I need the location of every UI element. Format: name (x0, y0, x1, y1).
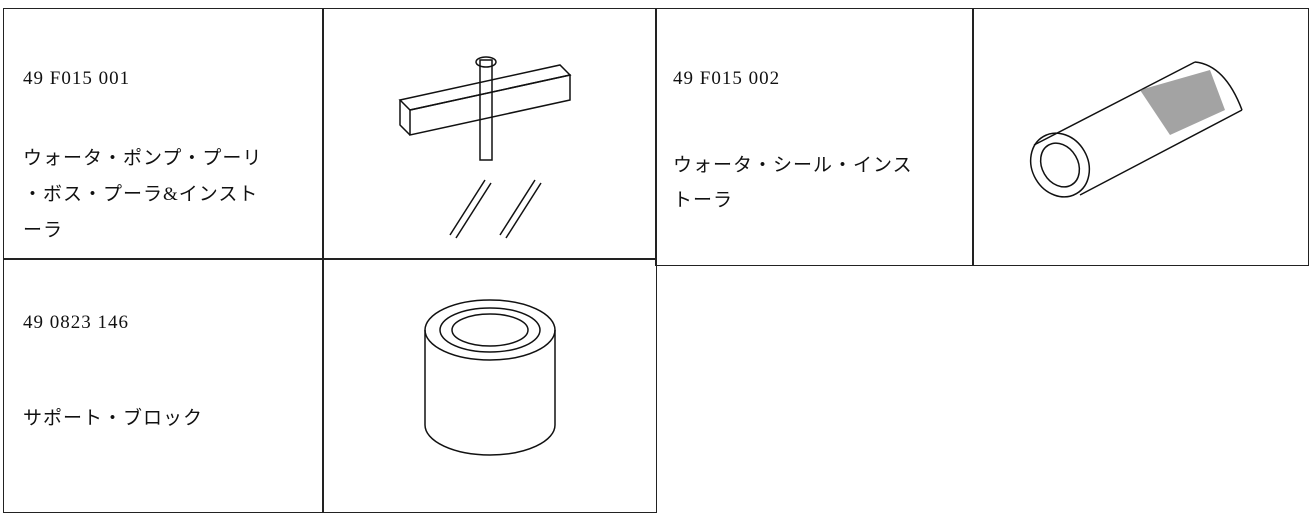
table-cell (3, 8, 324, 260)
tool-name: サポート・ブロック (23, 408, 204, 429)
part-number: 49 0823 146 (23, 312, 129, 333)
tool-illustration (424, 299, 556, 456)
table-cell (322, 258, 657, 513)
tool-name: ・ボス・プーラ&インスト (23, 184, 259, 205)
part-number: 49 F015 002 (673, 68, 781, 89)
table-cell (322, 8, 657, 260)
tool-name: トーラ (673, 190, 734, 211)
tool-name: ーラ (23, 220, 64, 241)
tool-name: ウォータ・ポンプ・プーリ (23, 148, 263, 169)
tool-illustration (1029, 61, 1243, 198)
tool-name: ウォータ・シール・インス (673, 155, 913, 176)
table-cell (655, 8, 974, 266)
table-cell (972, 8, 1309, 266)
tool-illustration (398, 56, 572, 239)
part-number: 49 F015 001 (23, 68, 131, 89)
table-cell (3, 258, 324, 513)
